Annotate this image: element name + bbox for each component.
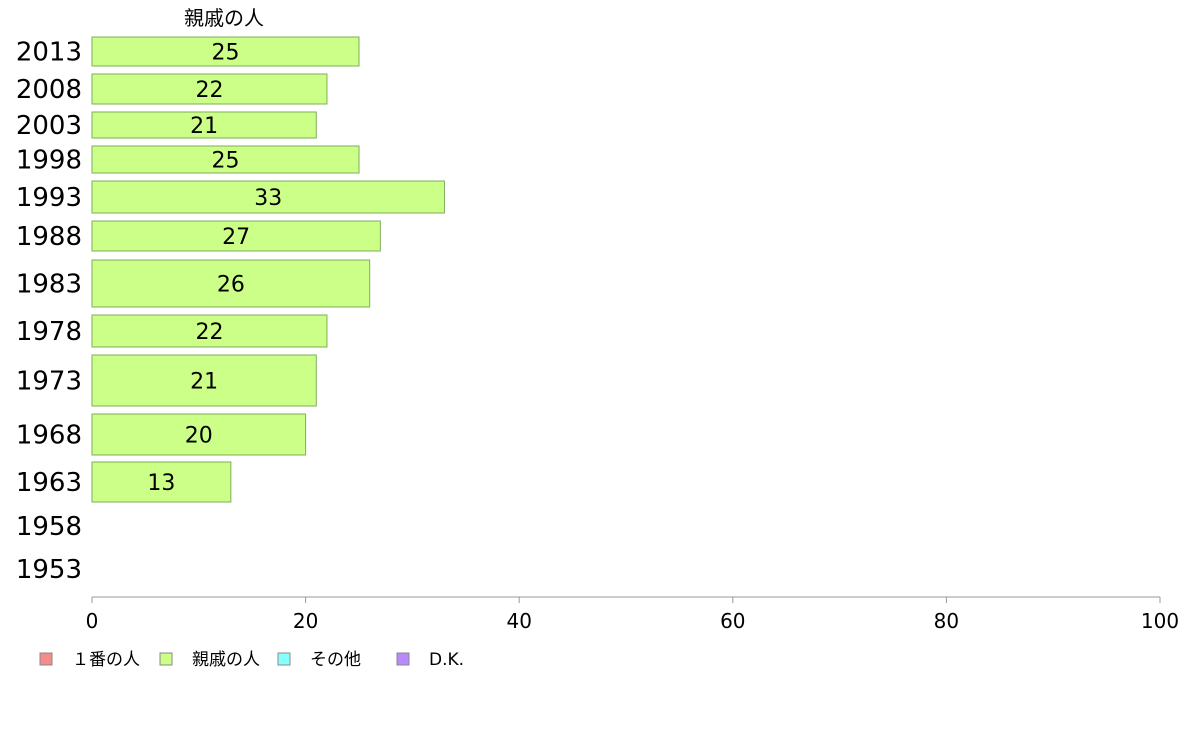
bar [91, 36, 360, 67]
category-label: 1958 [16, 512, 82, 542]
bar [91, 145, 360, 174]
legend-label: 親戚の人 [192, 650, 260, 670]
chart-title: 親戚の人 [184, 6, 264, 30]
category-label: 1988 [16, 222, 82, 252]
category-labels: 2013 2008 2003 1998 1993 1988 1983 1978 1973 1968… [16, 38, 82, 586]
category-label: 2013 [16, 38, 82, 68]
bar [91, 259, 371, 308]
legend-swatch [277, 652, 291, 666]
category-label: 1998 [16, 146, 82, 176]
category-label: 1963 [16, 468, 82, 498]
legend-label: D.K. [429, 650, 464, 670]
legend: １番の人 親戚の人 その他 D.K. [39, 650, 464, 670]
category-label: 1968 [16, 421, 82, 451]
bar [91, 111, 317, 139]
data-label: 21 [190, 370, 218, 395]
x-tick-label: 60 [720, 609, 745, 633]
category-label: 1953 [16, 555, 82, 585]
bar [91, 314, 328, 348]
data-label: 22 [195, 320, 223, 345]
category-label: 2003 [16, 111, 82, 141]
bar [91, 180, 445, 214]
legend-swatch [159, 652, 173, 666]
category-label: 1993 [16, 183, 82, 213]
data-label: 21 [190, 114, 218, 139]
x-tick-label: 100 [1141, 609, 1179, 633]
x-tick-label: 20 [293, 609, 318, 633]
legend-label: １番の人 [72, 650, 140, 670]
data-label: 20 [185, 424, 213, 449]
x-axis: 0 20 40 60 80 100 [86, 596, 1179, 633]
data-label: 13 [147, 471, 175, 496]
data-label: 27 [222, 225, 250, 250]
data-label: 25 [212, 41, 240, 66]
bar [91, 461, 232, 503]
x-tick-label: 40 [506, 609, 531, 633]
data-label: 22 [195, 78, 223, 103]
bar [91, 354, 317, 407]
bar [91, 73, 328, 105]
data-label: 33 [254, 186, 282, 211]
data-label: 25 [212, 149, 240, 174]
category-label: 2008 [16, 75, 82, 105]
legend-label: その他 [310, 650, 361, 670]
bar [91, 413, 307, 456]
category-label: 1973 [16, 367, 82, 397]
x-tick-label: 80 [934, 609, 959, 633]
legend-swatch [396, 652, 410, 666]
bar [91, 220, 381, 252]
category-label: 1978 [16, 317, 82, 347]
category-label: 1983 [16, 270, 82, 300]
data-label: 26 [217, 273, 245, 298]
x-tick-label: 0 [86, 609, 99, 633]
legend-swatch [39, 652, 53, 666]
